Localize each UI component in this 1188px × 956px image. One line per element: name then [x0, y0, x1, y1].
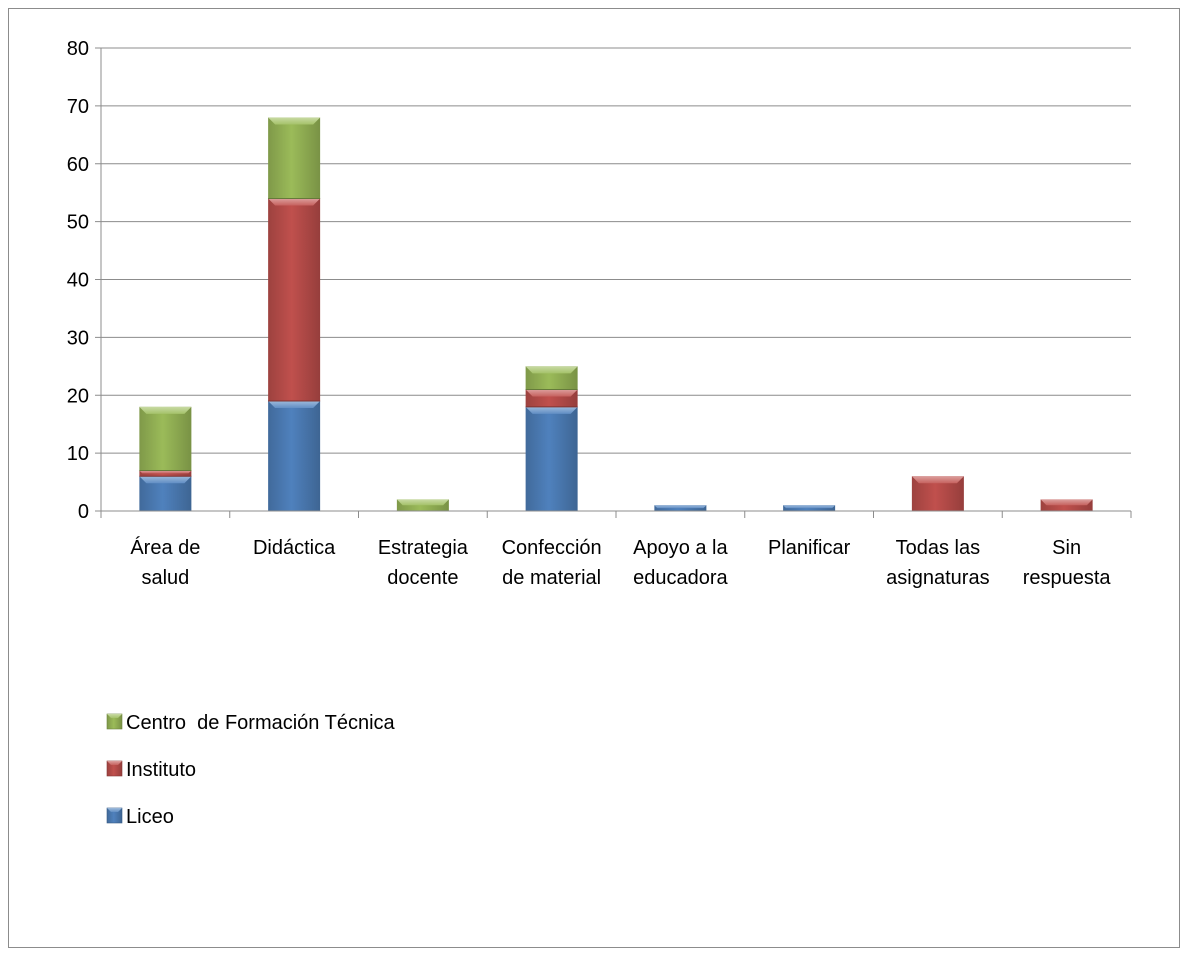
- y-tick-label: 0: [78, 501, 89, 523]
- x-category-label: Apoyo a la educadora: [633, 537, 728, 589]
- legend: Centro de Formación Técnica Instituto Lice…: [106, 712, 396, 828]
- gridlines: [101, 47, 1131, 454]
- y-tick-label: 80: [67, 38, 89, 60]
- bar-instituto-todas-las-asignaturas: [911, 476, 964, 512]
- bar-instituto-sin-respuesta: [1040, 499, 1093, 512]
- y-tick-label: 60: [67, 154, 89, 176]
- bar-instituto-didactica: [268, 198, 321, 402]
- stacked-bar-chart: 0 10 20 30 40 50 60 70 80 Área de salud Didáctica E…: [67, 38, 1132, 828]
- x-category-label: Confección de material: [502, 537, 602, 589]
- y-tick-label: 30: [67, 327, 89, 349]
- y-tick-label: 20: [67, 385, 89, 407]
- legend-label: Instituto: [126, 759, 196, 781]
- axes: [100, 48, 1132, 518]
- y-tick-label: 10: [67, 443, 89, 465]
- legend-label: Centro de Formación Técnica: [126, 712, 396, 734]
- bar-centro-de-formacion-tecnica-area-de-salud: [139, 406, 192, 471]
- bar-liceo-confeccion-de-material: [525, 406, 578, 512]
- y-tick-label: 70: [67, 96, 89, 118]
- bar-liceo-planificar: [783, 505, 836, 512]
- bar-liceo-apoyo-a-la-educadora: [654, 505, 707, 512]
- bar-centro-de-formacion-tecnica-didactica: [268, 117, 321, 199]
- bar-instituto-confeccion-de-material: [525, 389, 578, 408]
- x-axis-categories: Área de salud Didáctica Estrategia docente Co…: [130, 536, 1111, 589]
- bars: [139, 117, 1093, 512]
- bar-instituto-area-de-salud: [139, 470, 192, 477]
- x-category-label: Didáctica: [253, 537, 336, 559]
- legend-item-centro-de-formacion-tecnica: Centro de Formación Técnica: [106, 712, 396, 734]
- x-category-label: Estrategia docente: [378, 537, 469, 589]
- legend-item-instituto: Instituto: [106, 759, 196, 781]
- legend-label: Liceo: [126, 806, 174, 828]
- bar-centro-de-formacion-tecnica-confeccion-de-material: [525, 366, 578, 390]
- bar-liceo-area-de-salud: [139, 476, 192, 512]
- bar-centro-de-formacion-tecnica-estrategia-docente: [396, 499, 449, 512]
- bar-liceo-didactica: [268, 401, 321, 512]
- chart-frame: 0 10 20 30 40 50 60 70 80 Área de salud Didáctica E…: [8, 8, 1180, 948]
- legend-item-liceo: Liceo: [106, 806, 174, 828]
- y-axis-ticks: 0 10 20 30 40 50 60 70 80: [67, 38, 101, 523]
- y-tick-label: 50: [67, 212, 89, 234]
- x-category-label: Todas las asignaturas: [886, 537, 989, 589]
- x-category-label: Área de salud: [130, 536, 200, 589]
- x-category-label: Planificar: [768, 537, 851, 559]
- y-tick-label: 40: [67, 270, 89, 292]
- x-category-label: Sin respuesta: [1023, 537, 1112, 589]
